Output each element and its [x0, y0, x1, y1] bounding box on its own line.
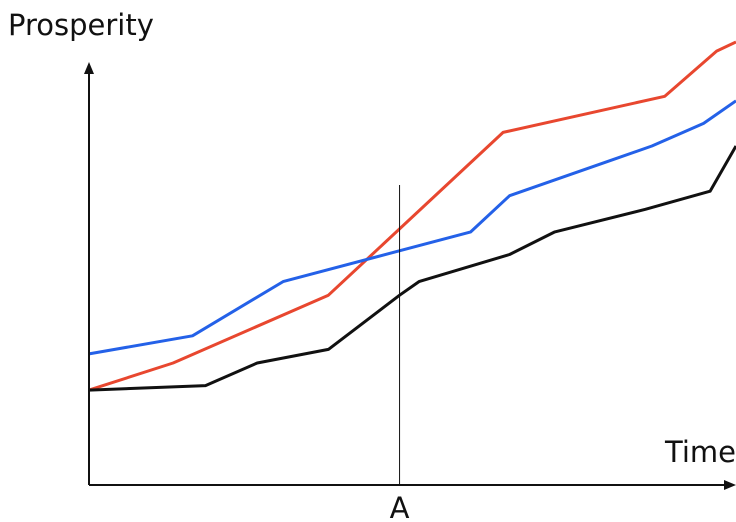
x-axis-label: Time	[664, 435, 736, 469]
series-line-1	[88, 40, 736, 392]
marker-label: A	[390, 491, 410, 522]
x-axis-arrowhead	[724, 480, 736, 490]
y-axis-label: Prosperity	[8, 8, 154, 42]
series-line-2	[88, 99, 736, 356]
series-line-3	[88, 145, 736, 392]
series-layer	[88, 40, 736, 392]
axes	[84, 62, 736, 490]
y-axis-arrowhead	[84, 62, 94, 74]
